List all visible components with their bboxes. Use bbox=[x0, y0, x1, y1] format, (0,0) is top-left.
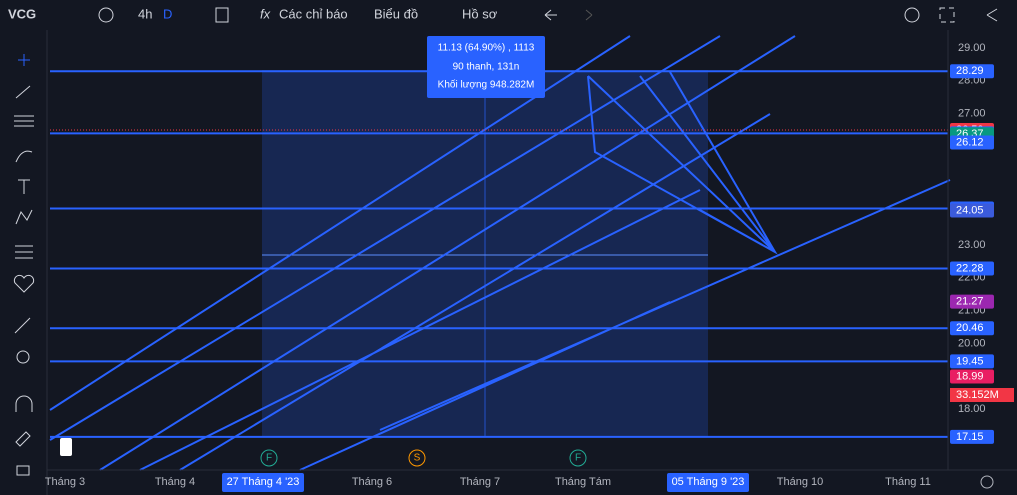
event-label: S bbox=[414, 453, 421, 464]
price-badge bbox=[950, 64, 994, 79]
time-label: Tháng 11 bbox=[885, 476, 931, 488]
ruler-tool[interactable] bbox=[14, 317, 31, 334]
info-line: 90 thanh, 131n bbox=[453, 62, 520, 73]
magnet-tool[interactable] bbox=[15, 395, 33, 412]
chart-pane bbox=[49, 35, 951, 471]
fullscreen[interactable] bbox=[939, 7, 955, 23]
time-badge bbox=[667, 473, 749, 492]
price-badge bbox=[950, 429, 994, 444]
candles-icon[interactable] bbox=[215, 7, 229, 23]
add-symbol[interactable] bbox=[98, 7, 114, 23]
volume-label: 33.152M bbox=[956, 389, 999, 401]
trend-lines bbox=[49, 35, 951, 471]
logo bbox=[60, 438, 72, 456]
price-badge bbox=[950, 261, 994, 276]
undo[interactable] bbox=[544, 9, 557, 21]
price-badge-label: 26.12 bbox=[956, 136, 984, 148]
price-badge bbox=[950, 369, 994, 384]
left-tools bbox=[13, 54, 35, 476]
price-badge-label: 19.45 bbox=[956, 355, 984, 367]
draw-lock-tool[interactable] bbox=[15, 431, 31, 447]
axis-settings[interactable] bbox=[980, 475, 994, 489]
price-tick-label: 27.00 bbox=[958, 108, 986, 120]
price-badge-label: 18.99 bbox=[956, 370, 984, 382]
time-label: Tháng 6 bbox=[352, 476, 392, 488]
lock-tool[interactable] bbox=[16, 465, 30, 476]
price-tick-label: 23.00 bbox=[958, 239, 986, 251]
line-tool[interactable] bbox=[15, 85, 31, 99]
brush-tool[interactable] bbox=[15, 150, 33, 163]
price-badge bbox=[950, 321, 994, 336]
price-tick-label: 29.00 bbox=[958, 42, 986, 54]
chart-menu[interactable]: Biểu đồ bbox=[374, 6, 418, 21]
settings[interactable] bbox=[904, 7, 920, 23]
price-badge-label: 22.28 bbox=[956, 262, 984, 274]
price-badge bbox=[950, 135, 994, 150]
zoom-tool[interactable] bbox=[16, 350, 30, 364]
time-badge bbox=[222, 473, 304, 492]
profile-menu[interactable]: Hồ sơ bbox=[462, 6, 498, 21]
price-badge-label: 24.05 bbox=[956, 204, 984, 216]
time-label: Tháng 7 bbox=[460, 476, 500, 488]
time-label: Tháng 3 bbox=[45, 476, 85, 488]
cursor-tool[interactable] bbox=[18, 54, 30, 66]
redo[interactable] bbox=[585, 9, 593, 21]
price-badge-label: 28.29 bbox=[956, 65, 984, 77]
interval[interactable]: 4h bbox=[138, 6, 152, 21]
event-label: F bbox=[266, 453, 272, 464]
price-badge bbox=[950, 354, 994, 369]
price-tick-label: 18.00 bbox=[958, 403, 986, 415]
price-badge-label: 20.46 bbox=[956, 322, 984, 334]
time-label: Tháng Tám bbox=[555, 476, 611, 488]
event-label: F bbox=[575, 453, 581, 464]
event-marker[interactable] bbox=[260, 449, 278, 467]
time-label: Tháng 4 bbox=[155, 476, 195, 488]
forecast-tool[interactable] bbox=[15, 245, 33, 259]
time-label: 05 Tháng 9 '23 bbox=[672, 476, 745, 488]
indicators[interactable]: Các chỉ báo bbox=[279, 6, 348, 21]
volume-badge bbox=[950, 388, 1014, 402]
event-marker[interactable] bbox=[408, 449, 426, 467]
price-badge bbox=[950, 203, 994, 218]
toolbar bbox=[0, 0, 1017, 30]
info-line: 11.13 (64.90%) , 1113 bbox=[438, 43, 535, 54]
symbol[interactable]: VCG bbox=[8, 6, 36, 21]
share[interactable] bbox=[986, 8, 998, 22]
price-badge-label: 21.27 bbox=[956, 296, 984, 308]
price-badge bbox=[950, 294, 994, 309]
info-box bbox=[427, 36, 545, 98]
event-marker[interactable] bbox=[569, 449, 587, 467]
favorites-tool[interactable] bbox=[13, 274, 35, 293]
price-badge-label: 17.15 bbox=[956, 431, 984, 443]
price-axis: 29.0028.0027.0023.0022.0021.0020.0018.00… bbox=[950, 42, 994, 444]
fib-tool[interactable] bbox=[14, 115, 34, 127]
text-tool[interactable] bbox=[18, 179, 30, 194]
info-line: Khối lượng 948.282M bbox=[438, 79, 535, 91]
pattern-tool[interactable] bbox=[15, 209, 33, 225]
fx-icon[interactable]: fx bbox=[260, 6, 271, 21]
chart-style[interactable]: D bbox=[163, 6, 172, 21]
price-tick-label: 20.00 bbox=[958, 337, 986, 349]
time-label: 27 Tháng 4 '23 bbox=[227, 476, 300, 488]
time-label: Tháng 10 bbox=[777, 476, 823, 488]
